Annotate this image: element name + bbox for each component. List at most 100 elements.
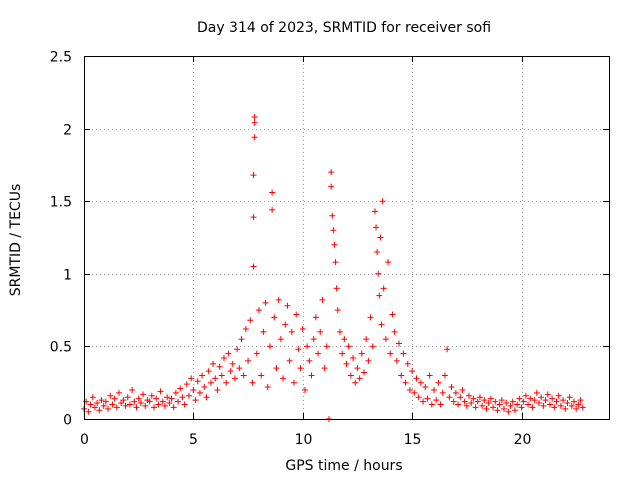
x-tick-label: 15 bbox=[404, 432, 422, 448]
data-points bbox=[81, 113, 586, 422]
data-point bbox=[347, 372, 354, 379]
data-point bbox=[463, 402, 470, 409]
data-point bbox=[166, 400, 173, 407]
data-point bbox=[481, 397, 488, 404]
data-point bbox=[363, 336, 370, 343]
data-point bbox=[332, 259, 339, 266]
data-point bbox=[579, 404, 586, 411]
data-point bbox=[409, 368, 416, 375]
data-point bbox=[321, 365, 328, 372]
data-point bbox=[387, 350, 394, 357]
y-tick-label: 1 bbox=[63, 268, 72, 284]
data-point bbox=[577, 397, 584, 404]
x-tick-label: 10 bbox=[295, 432, 313, 448]
data-point bbox=[249, 379, 256, 386]
data-point bbox=[509, 398, 516, 405]
data-point bbox=[492, 398, 499, 405]
data-point bbox=[555, 392, 562, 399]
data-point bbox=[496, 401, 503, 408]
data-point bbox=[203, 394, 210, 401]
data-point bbox=[369, 343, 376, 350]
data-point bbox=[334, 307, 341, 314]
data-point bbox=[466, 392, 472, 399]
data-point bbox=[227, 368, 234, 375]
data-point bbox=[269, 206, 276, 213]
data-point bbox=[336, 328, 343, 335]
data-point bbox=[137, 400, 144, 407]
data-point bbox=[505, 408, 512, 415]
data-point bbox=[511, 407, 518, 414]
data-point bbox=[164, 394, 171, 401]
data-point bbox=[295, 346, 302, 353]
y-tick-label: 2 bbox=[63, 123, 72, 139]
data-point bbox=[262, 299, 269, 306]
data-point bbox=[308, 372, 315, 379]
x-tick-label: 0 bbox=[80, 432, 89, 448]
data-point bbox=[329, 212, 336, 219]
data-point bbox=[514, 401, 521, 408]
data-point bbox=[562, 405, 569, 412]
data-point bbox=[240, 372, 247, 379]
data-point bbox=[218, 372, 225, 379]
data-point bbox=[253, 350, 260, 357]
data-point bbox=[277, 336, 284, 343]
data-point bbox=[343, 360, 350, 367]
data-point bbox=[540, 402, 547, 409]
data-point bbox=[404, 360, 411, 367]
data-point bbox=[177, 385, 184, 392]
data-point bbox=[98, 397, 105, 404]
data-point bbox=[483, 405, 490, 412]
data-point bbox=[341, 336, 348, 343]
data-point bbox=[264, 384, 271, 391]
data-point bbox=[170, 404, 177, 411]
data-point bbox=[439, 389, 446, 396]
data-point bbox=[476, 394, 483, 401]
data-point bbox=[250, 263, 257, 270]
data-point bbox=[131, 398, 138, 405]
data-point bbox=[100, 402, 107, 409]
data-point bbox=[411, 389, 418, 396]
plot-frame bbox=[84, 56, 610, 420]
data-point bbox=[310, 336, 317, 343]
y-tick-label: 0.5 bbox=[50, 340, 72, 356]
data-point bbox=[376, 292, 383, 299]
data-point bbox=[179, 394, 186, 401]
x-tick-label: 20 bbox=[514, 432, 532, 448]
data-point bbox=[212, 375, 219, 382]
data-point bbox=[536, 400, 542, 407]
data-point bbox=[146, 398, 153, 405]
data-point bbox=[472, 404, 479, 411]
data-point bbox=[133, 404, 140, 411]
x-axis-label: GPS time / hours bbox=[285, 458, 402, 474]
data-point bbox=[518, 404, 525, 411]
data-point bbox=[181, 401, 188, 408]
data-point bbox=[428, 401, 435, 408]
data-point bbox=[331, 241, 338, 248]
data-point bbox=[571, 398, 577, 405]
y-axis-label: SRMTID / TECUs bbox=[8, 184, 24, 297]
x-tick-label: 5 bbox=[189, 432, 198, 448]
data-point bbox=[542, 397, 549, 404]
data-point bbox=[382, 336, 389, 343]
data-point bbox=[420, 398, 427, 405]
data-point bbox=[461, 398, 468, 405]
data-point bbox=[490, 404, 497, 411]
data-point bbox=[525, 401, 532, 408]
data-point bbox=[544, 391, 551, 398]
data-point bbox=[231, 375, 238, 382]
data-point bbox=[159, 398, 166, 405]
data-point bbox=[87, 401, 94, 408]
data-point bbox=[435, 379, 442, 386]
data-point bbox=[216, 363, 223, 370]
data-point bbox=[214, 386, 221, 393]
data-point bbox=[135, 395, 142, 402]
data-point bbox=[361, 369, 367, 376]
data-point bbox=[379, 198, 386, 205]
data-point bbox=[207, 379, 214, 386]
data-point bbox=[284, 302, 291, 309]
data-point bbox=[109, 401, 116, 408]
data-point bbox=[377, 234, 384, 241]
data-point bbox=[172, 389, 179, 396]
data-point bbox=[258, 372, 265, 379]
data-point bbox=[479, 402, 486, 409]
